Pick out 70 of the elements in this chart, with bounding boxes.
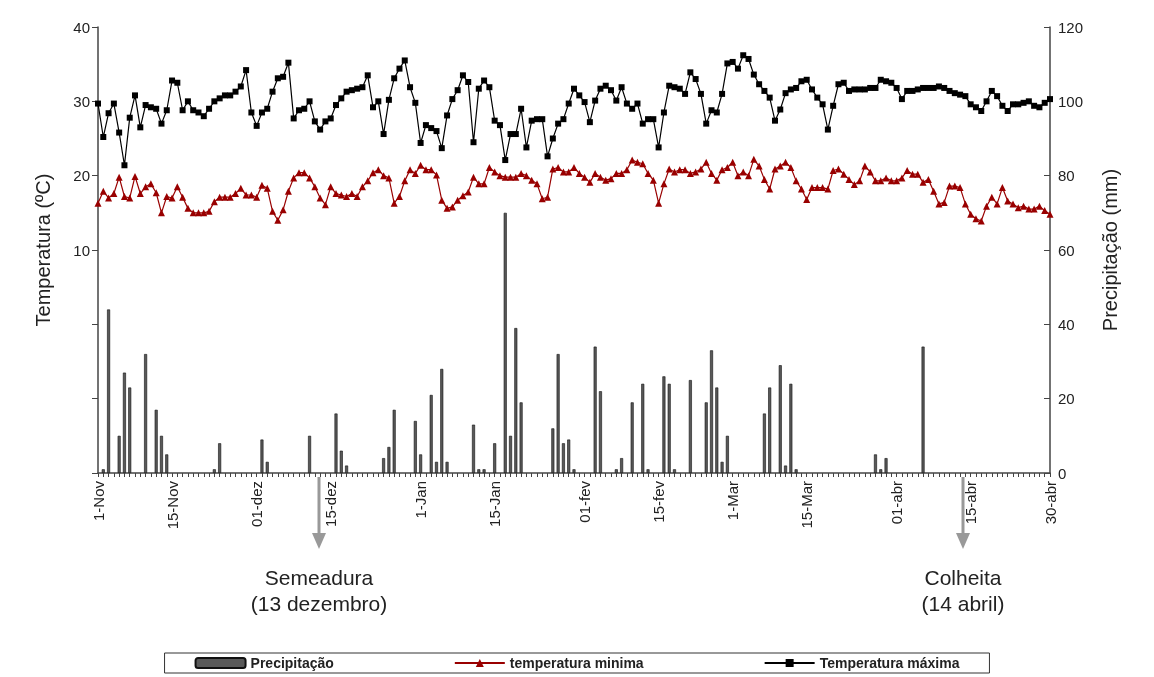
x-tick-label: 15-Nov	[163, 480, 181, 530]
bar	[725, 435, 729, 473]
bar	[704, 402, 708, 473]
legend-label: Temperatura máxima	[819, 655, 960, 671]
x-tick-label: 01-fev	[576, 480, 594, 523]
bar	[101, 469, 105, 473]
bar	[493, 443, 497, 473]
y2-tick-label: 40	[1058, 315, 1075, 333]
y-tick-label: 20	[73, 167, 90, 185]
bar	[154, 409, 158, 473]
x-tick-label: 1-Mar	[724, 481, 742, 521]
bar	[620, 458, 624, 473]
y2-tick-label: 60	[1058, 241, 1075, 259]
bar	[503, 212, 507, 473]
bar	[345, 465, 349, 473]
bar	[593, 346, 597, 473]
bar	[434, 461, 438, 473]
bar	[308, 435, 312, 473]
bar	[419, 454, 423, 473]
bar	[128, 387, 132, 473]
bar	[212, 469, 216, 473]
x-tick-label: 15-dez	[322, 481, 340, 527]
bar	[117, 435, 121, 473]
bar	[413, 420, 417, 473]
legend-label: temperatura minima	[509, 655, 644, 671]
y2-tick-label: 20	[1058, 390, 1075, 408]
x-tick-label: 15-abr	[962, 481, 980, 525]
y2-tick-label: 0	[1058, 464, 1067, 482]
x-tick-label: 01-dez	[248, 481, 266, 527]
x-tick-label: 01-abr	[888, 481, 906, 525]
y2-tick-label: 100	[1058, 92, 1084, 110]
text: Semeadura (13 dezembro)	[250, 565, 388, 617]
x-tick-label: 15-Mar	[798, 481, 816, 529]
bar	[472, 424, 476, 473]
x-tick-label: 15-fev	[650, 480, 668, 523]
y2-tick-label: 120	[1058, 18, 1084, 36]
bar	[598, 391, 602, 473]
bar	[688, 380, 692, 473]
bar	[429, 394, 433, 473]
bar	[509, 435, 513, 473]
bar	[778, 365, 782, 473]
y-tick-label: 10	[73, 241, 90, 259]
bar	[672, 469, 676, 473]
bar	[762, 413, 766, 473]
bar	[122, 372, 126, 473]
bar	[768, 387, 772, 473]
bar	[144, 354, 148, 473]
bar	[107, 309, 111, 473]
x-tick-label: 15-Jan	[486, 481, 504, 527]
legend-label: Precipitação	[250, 655, 334, 671]
bar	[614, 469, 618, 473]
y-tick-label: 40	[73, 18, 90, 36]
text: Colheita (14 abril)	[921, 565, 1005, 617]
x-tick-label: 30-abr	[1041, 481, 1059, 525]
x-tick-label: 1-Nov	[89, 480, 107, 522]
y-axis-title: Temperatura (ºC)	[32, 173, 54, 327]
y2-tick-label: 80	[1058, 167, 1075, 185]
bar	[630, 402, 634, 473]
y-tick-label: 30	[73, 92, 90, 110]
bar	[784, 465, 788, 473]
bar	[921, 346, 925, 473]
bar	[710, 350, 714, 473]
bar	[873, 454, 877, 473]
bar	[218, 443, 222, 473]
x-tick-label: 1-Jan	[412, 481, 430, 519]
bar	[382, 458, 386, 473]
bar	[561, 443, 565, 473]
y2-axis-title: Precipitação (mm)	[1099, 168, 1121, 332]
bar	[159, 435, 163, 473]
bar	[165, 454, 169, 473]
